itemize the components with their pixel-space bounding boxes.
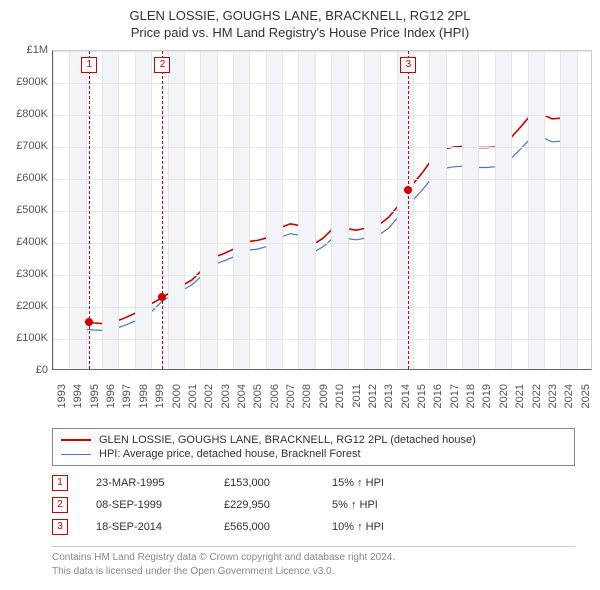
x-tick-label: 2019 [481, 384, 493, 408]
x-tick-label: 2010 [334, 384, 346, 408]
footer-line2: This data is licensed under the Open Gov… [52, 565, 575, 579]
transaction-number-box: 1 [52, 475, 68, 491]
footer-line1: Contains HM Land Registry data © Crown c… [52, 551, 575, 565]
x-tick-label: 2016 [432, 384, 444, 408]
x-tick-label: 2005 [252, 384, 264, 408]
transaction-delta: 5% ↑ HPI [332, 499, 422, 511]
y-tick-label: £700K [16, 140, 48, 152]
x-tick-label: 2003 [220, 384, 232, 408]
x-tick-label: 2000 [171, 384, 183, 408]
x-tick-label: 2021 [514, 384, 526, 408]
transaction-marker-number: 2 [154, 57, 170, 73]
transaction-number-box: 3 [52, 519, 68, 535]
y-tick-label: £300K [16, 268, 48, 280]
y-tick-label: £100K [16, 332, 48, 344]
chart-container: GLEN LOSSIE, GOUGHS LANE, BRACKNELL, RG1… [0, 0, 600, 590]
x-tick-label: 1995 [89, 384, 101, 408]
y-tick-label: £400K [16, 236, 48, 248]
chart-title-sub: Price paid vs. HM Land Registry's House … [0, 23, 600, 40]
x-tick-label: 2023 [547, 384, 559, 408]
transaction-dot [85, 318, 93, 326]
transaction-number-box: 2 [52, 497, 68, 513]
chart-title-main: GLEN LOSSIE, GOUGHS LANE, BRACKNELL, RG1… [0, 0, 600, 23]
transaction-marker-number: 3 [400, 57, 416, 73]
transaction-date: 18-SEP-2014 [96, 521, 196, 533]
transaction-date: 08-SEP-1999 [96, 499, 196, 511]
x-tick-label: 2022 [531, 384, 543, 408]
transaction-row: 2 08-SEP-1999 £229,950 5% ↑ HPI [52, 494, 575, 516]
x-tick-label: 2001 [187, 384, 199, 408]
x-tick-label: 2008 [301, 384, 313, 408]
legend-row-hpi: HPI: Average price, detached house, Brac… [61, 447, 566, 461]
x-tick-label: 2017 [449, 384, 461, 408]
x-tick-label: 2006 [269, 384, 281, 408]
transaction-marker-number: 1 [81, 57, 97, 73]
chart-area: £0 £100K £200K £300K £400K £500K £600K £700K £80… [0, 50, 600, 420]
footer-attribution: Contains HM Land Registry data © Crown c… [52, 546, 575, 578]
x-tick-label: 1998 [138, 384, 150, 408]
x-tick-label: 2018 [465, 384, 477, 408]
transaction-marker-line [408, 51, 409, 369]
legend-swatch-property [61, 439, 91, 441]
transactions-table: 1 23-MAR-1995 £153,000 15% ↑ HPI 2 08-SEP-199… [52, 472, 575, 538]
y-tick-label: £600K [16, 172, 48, 184]
transaction-delta: 15% ↑ HPI [332, 477, 422, 489]
x-tick-label: 2020 [498, 384, 510, 408]
transaction-row: 3 18-SEP-2014 £565,000 10% ↑ HPI [52, 516, 575, 538]
x-tick-label: 1993 [56, 384, 68, 408]
legend-label-hpi: HPI: Average price, detached house, Brac… [99, 448, 361, 460]
transaction-dot [158, 293, 166, 301]
y-tick-label: £900K [16, 76, 48, 88]
x-tick-label: 2015 [416, 384, 428, 408]
x-tick-label: 2004 [236, 384, 248, 408]
x-tick-label: 2013 [383, 384, 395, 408]
x-tick-label: 2024 [563, 384, 575, 408]
y-tick-label: £500K [16, 204, 48, 216]
x-tick-label: 1997 [121, 384, 133, 408]
plot-region: 1 2 3 [52, 50, 592, 370]
x-tick-label: 2011 [351, 384, 363, 408]
x-tick-label: 1996 [105, 384, 117, 408]
transaction-price: £565,000 [224, 521, 304, 533]
legend-swatch-hpi [61, 454, 91, 455]
legend-row-property: GLEN LOSSIE, GOUGHS LANE, BRACKNELL, RG1… [61, 433, 566, 447]
transaction-row: 1 23-MAR-1995 £153,000 15% ↑ HPI [52, 472, 575, 494]
x-tick-label: 2007 [285, 384, 297, 408]
transaction-dot [404, 186, 412, 194]
transaction-price: £229,950 [224, 499, 304, 511]
transaction-marker-line [162, 51, 163, 369]
legend-box: GLEN LOSSIE, GOUGHS LANE, BRACKNELL, RG1… [52, 428, 575, 466]
x-tick-label: 2002 [203, 384, 215, 408]
transaction-date: 23-MAR-1995 [96, 477, 196, 489]
y-tick-label: £0 [36, 364, 48, 376]
x-tick-label: 2009 [318, 384, 330, 408]
x-tick-label: 2014 [400, 384, 412, 408]
legend-label-property: GLEN LOSSIE, GOUGHS LANE, BRACKNELL, RG1… [99, 434, 476, 446]
transaction-price: £153,000 [224, 477, 304, 489]
y-tick-label: £200K [16, 300, 48, 312]
y-tick-label: £1M [27, 44, 48, 56]
transaction-delta: 10% ↑ HPI [332, 521, 422, 533]
x-tick-label: 2025 [580, 384, 592, 408]
x-tick-label: 1994 [72, 384, 84, 408]
y-tick-label: £800K [16, 108, 48, 120]
x-tick-label: 1999 [154, 384, 166, 408]
x-tick-label: 2012 [367, 384, 379, 408]
